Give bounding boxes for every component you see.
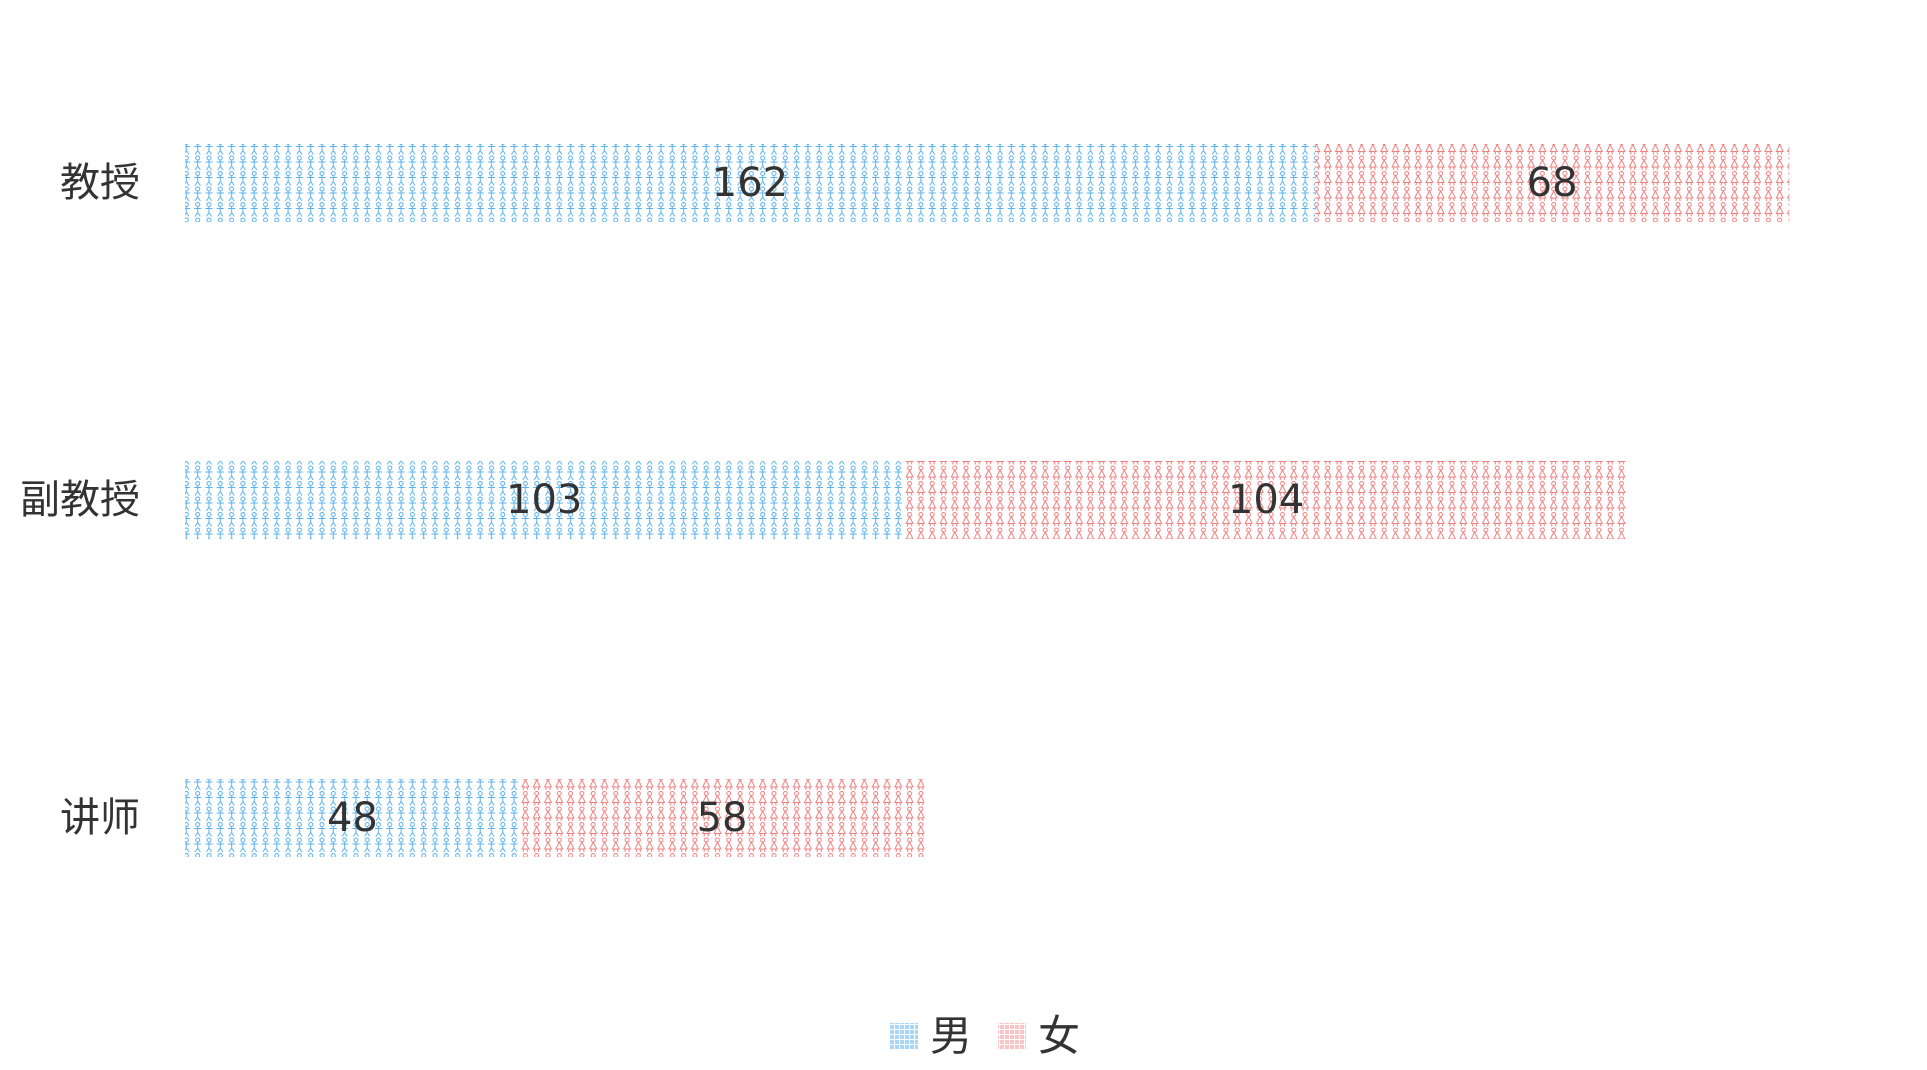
data-labels-group: 162 68 103 104 48 58 — [327, 160, 1578, 841]
category-label: 教授 — [60, 160, 140, 206]
bars-group — [185, 144, 1790, 857]
legend-swatch-female[interactable] — [998, 1023, 1026, 1049]
data-label: 58 — [697, 795, 748, 841]
bar-female[interactable] — [1314, 144, 1790, 222]
data-label: 104 — [1228, 477, 1304, 523]
legend: 男女 — [890, 1012, 1080, 1061]
bar-male[interactable] — [185, 779, 520, 857]
data-label: 68 — [1527, 160, 1578, 206]
legend-swatch-male[interactable] — [890, 1023, 918, 1049]
category-label: 副教授 — [20, 477, 140, 523]
data-label: 103 — [506, 477, 582, 523]
legend-label-male[interactable]: 男 — [930, 1012, 972, 1061]
data-label: 48 — [327, 795, 378, 841]
bar-male[interactable] — [185, 461, 904, 539]
bar-female[interactable] — [903, 461, 1629, 539]
bar-female[interactable] — [519, 779, 925, 857]
data-label: 162 — [712, 160, 788, 206]
legend-label-female[interactable]: 女 — [1038, 1012, 1080, 1061]
category-label: 讲师 — [60, 795, 140, 841]
bar-male[interactable] — [185, 144, 1315, 222]
